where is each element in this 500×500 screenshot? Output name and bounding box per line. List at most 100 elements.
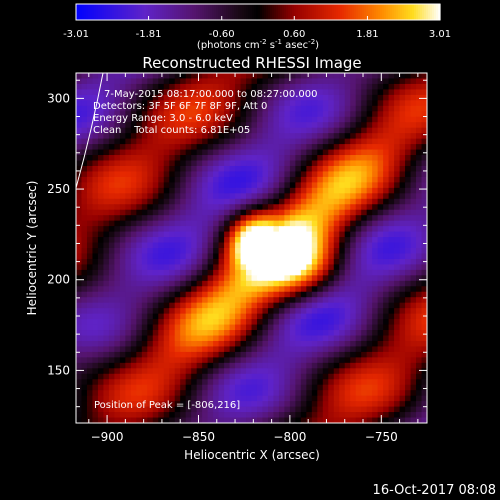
image-pixel bbox=[207, 198, 214, 205]
image-pixel bbox=[152, 204, 159, 211]
image-pixel bbox=[295, 176, 302, 183]
image-pixel bbox=[388, 215, 395, 222]
image-pixel bbox=[196, 248, 203, 255]
image-pixel bbox=[141, 395, 148, 402]
image-pixel bbox=[410, 357, 417, 364]
image-pixel bbox=[86, 209, 94, 216]
image-pixel bbox=[251, 149, 258, 156]
image-pixel bbox=[322, 127, 329, 134]
image-pixel bbox=[317, 73, 324, 80]
image-pixel bbox=[410, 237, 417, 244]
image-pixel bbox=[92, 187, 99, 194]
image-pixel bbox=[372, 335, 379, 342]
colorbar-cell bbox=[380, 4, 383, 20]
image-pixel bbox=[235, 226, 242, 233]
image-pixel bbox=[76, 237, 83, 244]
image-pixel bbox=[229, 280, 236, 287]
colorbar-cell bbox=[290, 4, 293, 20]
image-pixel bbox=[196, 275, 203, 282]
image-pixel bbox=[92, 395, 99, 402]
image-pixel bbox=[416, 100, 423, 107]
image-pixel bbox=[344, 138, 351, 145]
image-pixel bbox=[410, 346, 417, 353]
image-pixel bbox=[350, 111, 357, 118]
image-pixel bbox=[372, 401, 379, 408]
image-pixel bbox=[130, 171, 137, 178]
image-pixel bbox=[306, 116, 313, 123]
image-pixel bbox=[399, 209, 406, 216]
image-pixel bbox=[81, 149, 88, 156]
image-pixel bbox=[218, 116, 225, 123]
image-pixel bbox=[289, 324, 296, 331]
image-pixel bbox=[388, 368, 395, 375]
image-pixel bbox=[256, 280, 264, 287]
image-pixel bbox=[92, 280, 99, 287]
image-pixel bbox=[361, 302, 368, 309]
image-pixel bbox=[163, 204, 170, 211]
image-pixel bbox=[300, 324, 307, 331]
image-pixel bbox=[262, 176, 269, 183]
image-pixel bbox=[246, 182, 253, 189]
image-pixel bbox=[256, 122, 264, 129]
image-pixel bbox=[235, 198, 242, 205]
image-pixel bbox=[76, 220, 83, 227]
colorbar-cell bbox=[180, 4, 183, 20]
image-pixel bbox=[355, 138, 362, 145]
image-pixel bbox=[158, 237, 165, 244]
image-pixel bbox=[344, 297, 351, 304]
image-pixel bbox=[81, 417, 88, 423]
image-pixel bbox=[158, 149, 165, 156]
image-pixel bbox=[383, 111, 390, 118]
image-pixel bbox=[207, 291, 214, 298]
image-pixel bbox=[328, 116, 335, 123]
image-pixel bbox=[410, 187, 417, 194]
image-pixel bbox=[350, 155, 357, 162]
image-pixel bbox=[372, 226, 379, 233]
image-pixel bbox=[339, 193, 346, 200]
image-pixel bbox=[235, 231, 242, 238]
image-pixel bbox=[163, 269, 170, 276]
image-pixel bbox=[235, 204, 242, 211]
image-pixel bbox=[229, 187, 236, 194]
image-pixel bbox=[262, 412, 269, 419]
image-pixel bbox=[130, 204, 137, 211]
image-pixel bbox=[377, 324, 384, 331]
image-pixel bbox=[289, 269, 296, 276]
image-pixel bbox=[141, 187, 148, 194]
image-pixel bbox=[147, 149, 154, 156]
image-pixel bbox=[328, 351, 335, 358]
image-pixel bbox=[224, 237, 231, 244]
image-pixel bbox=[246, 351, 253, 358]
image-pixel bbox=[394, 182, 401, 189]
image-pixel bbox=[207, 417, 214, 423]
image-pixel bbox=[158, 253, 165, 260]
image-pixel bbox=[202, 401, 209, 408]
image-pixel bbox=[350, 220, 357, 227]
image-pixel bbox=[405, 291, 412, 298]
image-pixel bbox=[235, 160, 242, 167]
colorbar-cell bbox=[160, 4, 163, 20]
image-pixel bbox=[213, 204, 220, 211]
x-axis-label: Heliocentric X (arcsec) bbox=[184, 448, 320, 462]
image-pixel bbox=[108, 286, 115, 293]
image-pixel bbox=[267, 368, 275, 375]
image-pixel bbox=[92, 160, 99, 167]
image-pixel bbox=[366, 297, 373, 304]
image-pixel bbox=[169, 83, 176, 91]
image-pixel bbox=[114, 319, 121, 326]
image-pixel bbox=[125, 242, 132, 249]
image-pixel bbox=[152, 133, 159, 140]
image-pixel bbox=[246, 335, 253, 342]
colorbar-cell bbox=[246, 4, 249, 20]
x-axis-ticks: −900 −850 −800 −750 bbox=[88, 73, 419, 444]
image-pixel bbox=[169, 204, 176, 211]
image-pixel bbox=[361, 176, 368, 183]
image-pixel bbox=[405, 384, 412, 391]
image-pixel bbox=[76, 73, 83, 80]
image-pixel bbox=[229, 160, 236, 167]
image-pixel bbox=[191, 182, 198, 189]
image-pixel bbox=[202, 248, 209, 255]
image-pixel bbox=[284, 94, 291, 101]
image-pixel bbox=[361, 111, 368, 118]
image-pixel bbox=[366, 73, 373, 80]
